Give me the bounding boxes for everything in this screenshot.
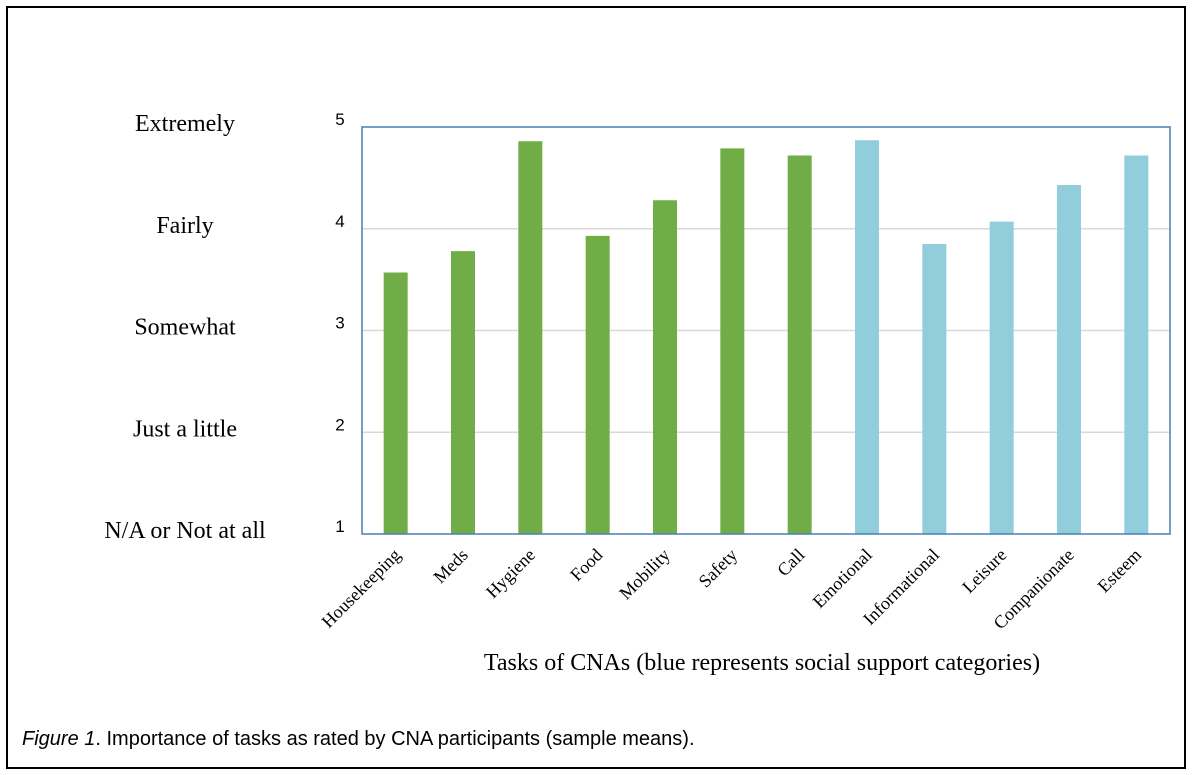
x-category-label-leisure: Leisure [958,545,1010,597]
bar-mobility [653,200,677,534]
y-scale-label-2: Just a little [133,416,237,442]
y-tick-label-2: 2 [335,415,344,434]
x-category-label-hygiene: Hygiene [482,545,539,602]
y-scale-label-4: Fairly [156,213,213,239]
y-scale-label-1: N/A or Not at all [104,518,266,544]
gridlines [362,228,1170,433]
x-category-label-safety: Safety [695,545,742,592]
bar-leisure [989,221,1014,534]
bars [383,140,1149,535]
bar-chart: 1 2 3 4 5 N/A or Not at all Just a little Some… [104,110,1171,676]
bar-food [585,235,610,534]
plot-border-rect [361,126,1171,535]
bar-call [787,155,812,535]
x-category-label-esteem: Esteem [1094,545,1146,597]
y-scale-label-3: Somewhat [134,315,236,341]
plot-area-border [361,126,1171,535]
bar-meds [451,251,475,534]
y-tick-label-1: 1 [335,517,344,536]
y-scale-labels: N/A or Not at all Just a little Somewhat Fa… [104,111,266,544]
figure-label: Figure 1 [22,728,96,750]
x-category-label-call: Call [773,545,808,580]
y-tick-label-3: 3 [335,314,344,333]
bar-esteem [1124,155,1149,535]
x-category-labels: Housekeeping Meds Hygiene Food Mobility Safet… [318,545,1146,633]
y-tick-labels: 1 2 3 4 5 [335,110,344,536]
x-axis-title: Tasks of CNAs (blue represents social su… [484,650,1040,676]
x-category-label-food: Food [566,545,606,585]
bar-hygiene [518,141,543,534]
x-category-label-emotional: Emotional [809,545,876,612]
bar-safety [720,148,745,534]
x-category-label-housekeeping: Housekeeping [318,545,405,632]
y-scale-label-5: Extremely [135,111,235,137]
x-category-label-mobility: Mobility [615,545,674,604]
caption-text: . Importance of tasks as rated by CNA pa… [95,728,695,750]
bar-informational [922,244,947,534]
y-tick-label-4: 4 [335,212,344,231]
y-tick-label-5: 5 [335,110,344,129]
bar-housekeeping [383,272,408,534]
bar-emotional [855,140,879,535]
bar-companionate [1057,184,1081,534]
x-category-label-meds: Meds [429,545,471,587]
figure-caption: Figure 1. Importance of tasks as rated b… [22,728,695,751]
